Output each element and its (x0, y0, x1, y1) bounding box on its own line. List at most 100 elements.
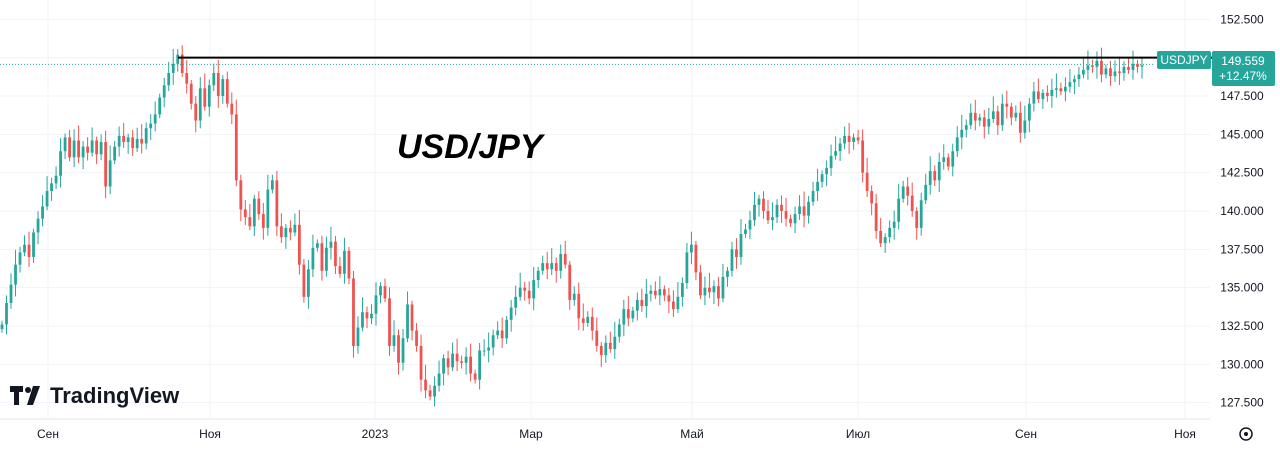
candle (415, 323, 418, 352)
candle (730, 241, 734, 277)
candle (122, 122, 126, 148)
candle (721, 263, 725, 303)
candle (41, 195, 44, 227)
candle (1068, 69, 1072, 93)
candle (460, 355, 464, 369)
candle (198, 77, 202, 129)
candle (239, 174, 243, 222)
candle (275, 170, 279, 237)
y-axis: 152.500150.000147.500145.000142.500140.0… (1220, 12, 1264, 409)
candle (635, 292, 639, 321)
y-tick-label: 140.000 (1220, 204, 1264, 218)
candle (135, 127, 139, 152)
candle (1109, 60, 1112, 86)
candle (820, 170, 824, 188)
candle (969, 103, 973, 129)
candle (171, 48, 175, 85)
candle (9, 273, 13, 309)
candle (897, 183, 901, 230)
candle (888, 220, 892, 243)
candle (1127, 57, 1130, 74)
candle (1054, 73, 1058, 98)
candle (793, 206, 797, 234)
candle (302, 258, 306, 303)
candle (739, 219, 743, 265)
candle (577, 282, 581, 331)
candle (951, 143, 955, 177)
candle (883, 233, 887, 254)
candle (279, 213, 283, 243)
candle (334, 235, 337, 275)
candle (1136, 59, 1139, 73)
candle (1005, 90, 1009, 119)
candle (703, 276, 707, 306)
candle (509, 300, 513, 332)
svg-text:TradingView: TradingView (50, 383, 180, 408)
candle (500, 317, 504, 349)
candle (987, 107, 991, 135)
candle (919, 192, 923, 236)
candle (766, 199, 770, 225)
settings-icon[interactable] (1239, 427, 1253, 441)
candle (370, 304, 373, 325)
candle (586, 311, 590, 327)
candle (270, 174, 274, 194)
candle (924, 173, 928, 205)
candle (207, 79, 211, 117)
candle (748, 210, 752, 240)
candle (789, 214, 792, 228)
candle (545, 251, 549, 280)
candle (910, 182, 914, 217)
y-tick-label: 135.000 (1220, 281, 1264, 295)
candle (234, 99, 238, 187)
candle (320, 235, 324, 281)
candle (216, 59, 220, 108)
candle (671, 290, 675, 317)
y-tick-label: 130.000 (1220, 357, 1264, 371)
candle (870, 185, 874, 216)
candle (113, 140, 117, 165)
candle (563, 240, 567, 269)
x-tick-label: 2023 (362, 427, 389, 441)
candle (559, 244, 563, 279)
candle (856, 129, 860, 145)
candle (1104, 64, 1108, 79)
candle (991, 96, 995, 123)
candle (32, 228, 35, 263)
candle (536, 266, 540, 288)
candle (455, 338, 459, 372)
candle (1041, 89, 1045, 109)
x-tick-label: Май (680, 427, 704, 441)
candle (658, 276, 662, 306)
candle (248, 204, 252, 231)
candle (1014, 105, 1018, 122)
candle (933, 165, 937, 187)
candle (266, 174, 270, 236)
candle (735, 238, 738, 269)
candle (307, 259, 310, 309)
candle (753, 191, 756, 227)
candle (194, 96, 198, 133)
candle (599, 342, 603, 367)
candle (644, 278, 648, 318)
candle (59, 138, 62, 188)
candle (185, 59, 189, 94)
candle (523, 281, 527, 301)
candle (1131, 50, 1135, 80)
candle (653, 281, 657, 300)
candle (604, 335, 608, 363)
candle (622, 299, 626, 337)
candle (27, 231, 31, 267)
candle (780, 195, 783, 223)
x-tick-label: Мар (519, 427, 543, 441)
candle (1140, 57, 1144, 79)
candle (690, 231, 693, 265)
candle (807, 196, 810, 224)
candle (757, 194, 761, 217)
candle (1073, 75, 1076, 95)
candle (825, 160, 828, 187)
candle (225, 71, 229, 108)
symbol-label: USDJPY (1160, 53, 1207, 67)
candle (1059, 82, 1063, 96)
candle (406, 291, 409, 343)
